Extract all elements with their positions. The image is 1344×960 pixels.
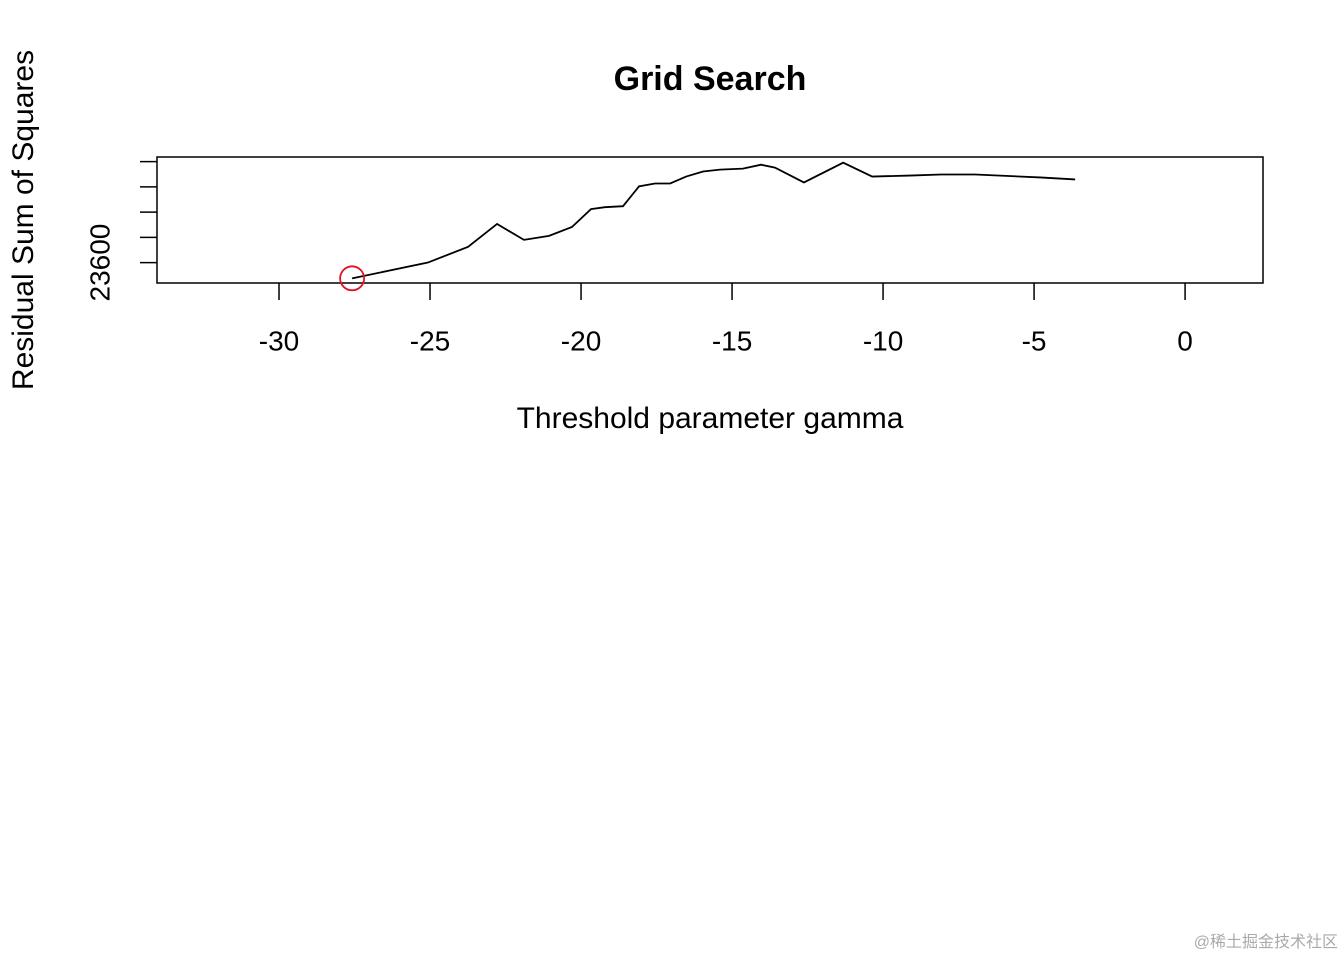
x-tick-label: 0: [1177, 325, 1193, 356]
x-tick-label: -5: [1022, 325, 1047, 356]
chart-title: Grid Search: [614, 60, 807, 98]
x-axis-label: Threshold parameter gamma: [517, 402, 904, 435]
x-tick-label: -15: [712, 325, 752, 356]
x-tick-label: -10: [863, 325, 903, 356]
x-tick-label: -20: [561, 325, 601, 356]
line-series: [351, 161, 1076, 280]
plot-box: [156, 156, 1264, 284]
y-tick-label: 23600: [84, 224, 115, 302]
x-tick-label: -25: [410, 325, 450, 356]
x-tick-label: -30: [259, 325, 299, 356]
watermark: @稀土掘金技术社区: [1194, 933, 1338, 951]
y-axis-label: Residual Sum of Squares: [7, 50, 40, 390]
min-marker: [339, 265, 366, 292]
